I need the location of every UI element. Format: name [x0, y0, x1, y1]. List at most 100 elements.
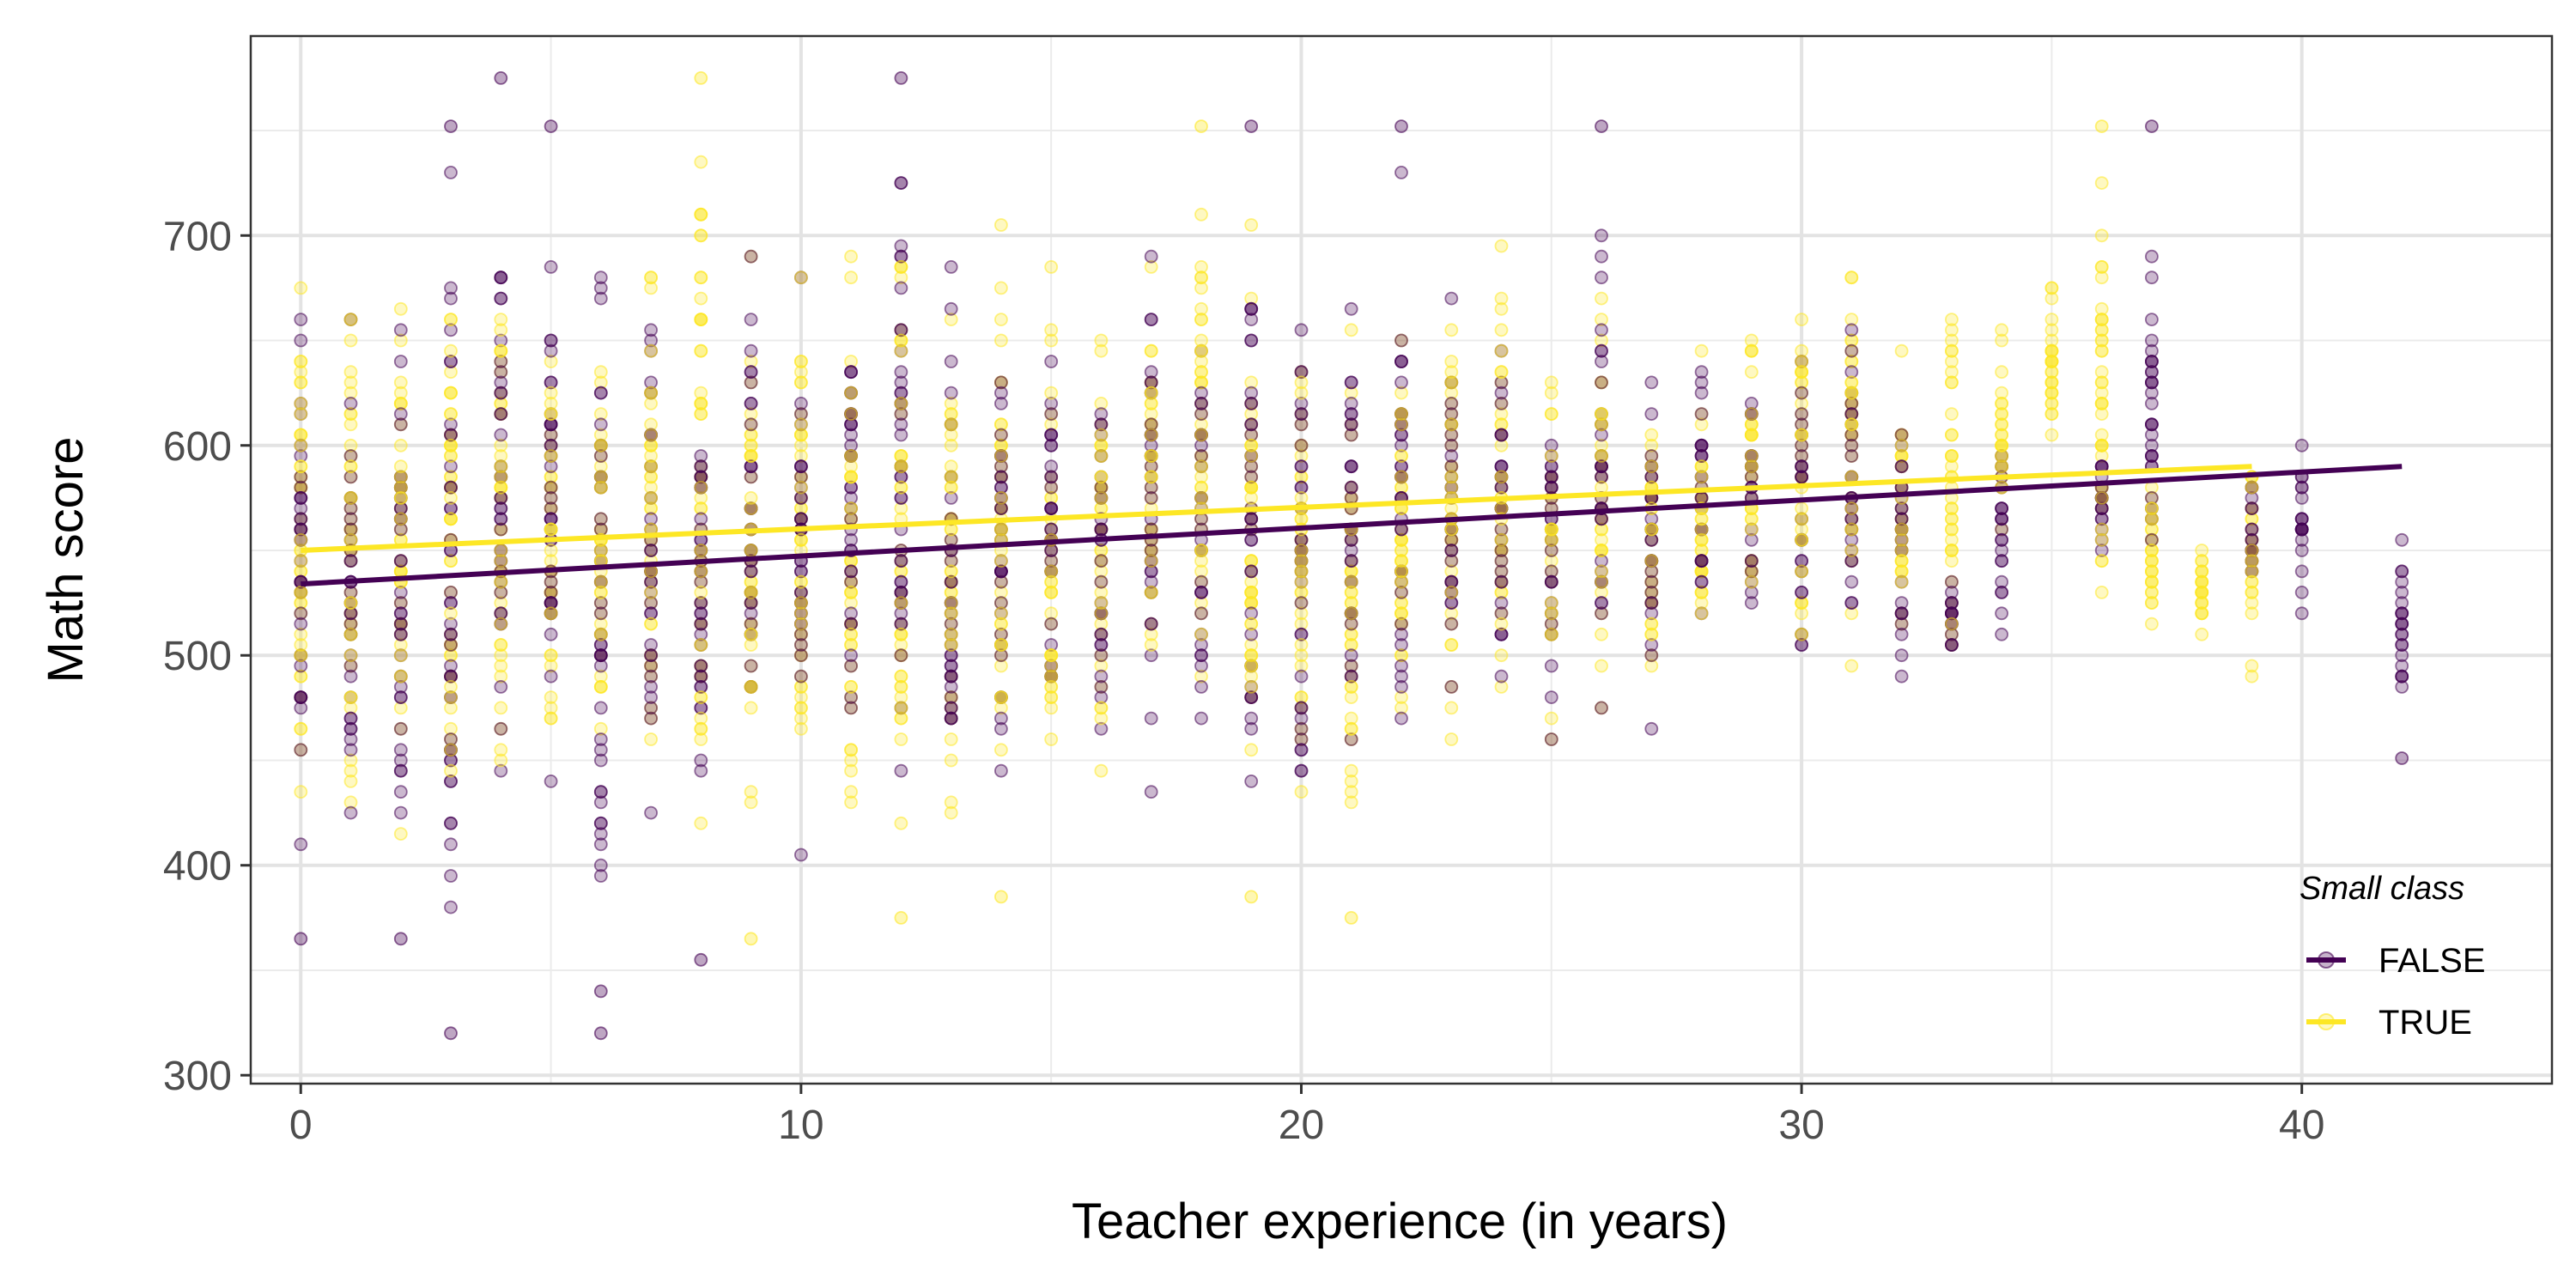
- data-point-false: [1494, 574, 1509, 589]
- data-point-false: [844, 690, 858, 704]
- data-point-true: [1595, 659, 1608, 673]
- data-point-true: [794, 501, 808, 515]
- data-point-true: [593, 375, 608, 390]
- data-point-false: [1595, 228, 1608, 243]
- data-point-true: [644, 732, 658, 746]
- data-point-false: [744, 249, 758, 264]
- data-point-true: [794, 428, 808, 442]
- data-point-true: [343, 365, 358, 380]
- data-point-true: [1194, 270, 1208, 285]
- data-point-true: [2044, 365, 2059, 380]
- data-point-true: [444, 386, 458, 400]
- data-point-false: [994, 386, 1008, 400]
- legend: Small class FALSE TRUE: [2300, 871, 2486, 1042]
- data-point-true: [944, 795, 958, 810]
- data-point-false: [1094, 407, 1109, 422]
- data-point-true: [343, 627, 358, 641]
- data-point-false: [1444, 396, 1459, 410]
- data-point-false: [794, 638, 808, 652]
- data-point-false: [1094, 574, 1109, 589]
- data-point-true: [1244, 680, 1259, 694]
- data-point-false: [894, 375, 908, 390]
- data-point-true: [1244, 669, 1259, 683]
- data-point-false: [1394, 669, 1408, 683]
- y-tick-label: 600: [163, 424, 232, 470]
- data-point-true: [343, 532, 358, 547]
- data-point-false: [844, 617, 858, 631]
- data-point-false: [1644, 532, 1659, 547]
- data-point-true: [794, 680, 808, 694]
- data-point-false: [1844, 438, 1859, 453]
- data-point-false: [894, 323, 908, 337]
- data-point-true: [1944, 365, 1959, 380]
- data-point-true: [1744, 428, 1759, 442]
- data-point-true: [593, 721, 608, 736]
- data-point-true: [1044, 386, 1059, 400]
- data-point-false: [343, 732, 358, 746]
- data-point-false: [1344, 301, 1358, 316]
- data-point-true: [794, 480, 808, 495]
- data-point-false: [2144, 449, 2159, 463]
- data-point-false: [694, 606, 708, 621]
- data-point-true: [994, 701, 1008, 715]
- data-point-true: [744, 574, 758, 589]
- data-point-false: [944, 491, 958, 505]
- data-point-false: [494, 491, 508, 505]
- data-point-true: [694, 690, 708, 704]
- data-point-false: [444, 617, 458, 631]
- data-point-false: [1444, 449, 1459, 463]
- data-point-false: [1144, 365, 1158, 380]
- data-point-true: [1944, 501, 1959, 515]
- data-point-true: [1094, 491, 1109, 505]
- data-point-false: [944, 259, 958, 274]
- data-point-false: [744, 659, 758, 673]
- data-point-true: [2094, 428, 2109, 442]
- data-point-false: [644, 659, 658, 673]
- data-point-true: [1744, 343, 1759, 358]
- data-point-true: [1144, 407, 1158, 422]
- data-point-true: [1995, 417, 2009, 432]
- data-point-true: [1844, 501, 1859, 515]
- data-point-false: [294, 491, 308, 505]
- data-point-false: [1244, 512, 1259, 526]
- grid-lines: [251, 36, 2552, 1084]
- data-point-false: [593, 795, 608, 810]
- data-point-false: [1344, 669, 1358, 683]
- data-point-false: [1244, 396, 1259, 410]
- data-point-true: [294, 428, 308, 442]
- data-point-true: [494, 574, 508, 589]
- data-point-true: [494, 669, 508, 683]
- data-point-outlier-false: [444, 119, 458, 134]
- data-point-false: [694, 574, 708, 589]
- data-point-false: [644, 512, 658, 526]
- data-point-false: [544, 775, 558, 788]
- data-point-true: [1494, 438, 1509, 453]
- data-point-false: [1444, 407, 1459, 422]
- data-point-true: [544, 522, 558, 537]
- data-point-false: [944, 659, 958, 673]
- data-point-false: [1094, 480, 1109, 495]
- data-point-true: [294, 281, 308, 295]
- data-point-false: [294, 606, 308, 621]
- data-point-true: [1144, 470, 1158, 484]
- data-point-true: [1194, 459, 1208, 474]
- data-point-true: [1894, 438, 1909, 453]
- data-point-true: [1744, 407, 1759, 422]
- data-point-true: [794, 532, 808, 547]
- data-point-false: [1094, 627, 1109, 641]
- data-point-true: [1194, 470, 1208, 484]
- data-point-false: [894, 365, 908, 380]
- data-point-false: [1644, 564, 1659, 579]
- data-point-false: [1094, 680, 1109, 694]
- data-point-false: [1094, 522, 1109, 537]
- data-point-true: [894, 701, 908, 715]
- data-point-outlier-false: [1394, 119, 1408, 134]
- data-point-false: [944, 554, 958, 568]
- data-point-true: [1595, 586, 1608, 599]
- data-point-false: [1995, 544, 2009, 557]
- data-point-true: [343, 775, 358, 788]
- data-point-outlier-false: [1595, 119, 1608, 134]
- data-point-false: [944, 301, 958, 316]
- data-point-true: [444, 763, 458, 778]
- data-point-true: [2195, 627, 2209, 641]
